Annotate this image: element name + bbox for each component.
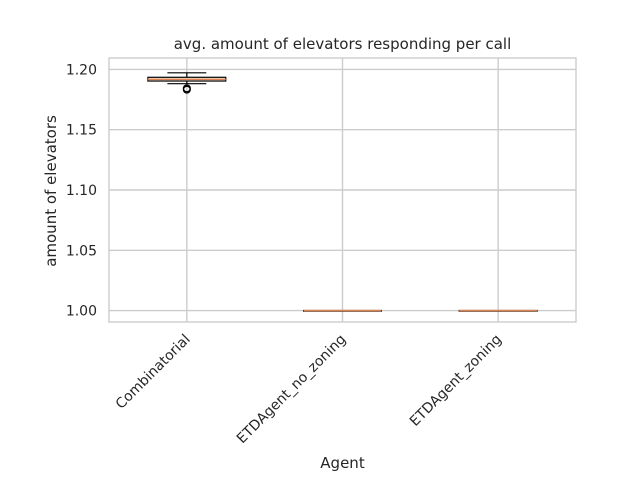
x-tick-label: ETDAgent_zoning bbox=[407, 332, 505, 430]
y-tick-label: 1.15 bbox=[66, 123, 97, 139]
y-tick-label: 1.00 bbox=[66, 304, 97, 320]
y-tick-label: 1.10 bbox=[66, 183, 97, 199]
outlier-point bbox=[182, 85, 191, 94]
x-tick-label: ETDAgent_no_zoning bbox=[234, 332, 349, 447]
y-axis-title: amount of elevators bbox=[42, 115, 60, 267]
y-tick-label: 1.20 bbox=[66, 62, 97, 78]
x-tick-label: Combinatorial bbox=[113, 332, 194, 413]
plot-frame bbox=[108, 57, 577, 323]
x-axis-title: Agent bbox=[320, 454, 365, 472]
y-tick-label: 1.05 bbox=[66, 243, 97, 259]
chart-title: avg. amount of elevators responding per … bbox=[174, 35, 512, 53]
